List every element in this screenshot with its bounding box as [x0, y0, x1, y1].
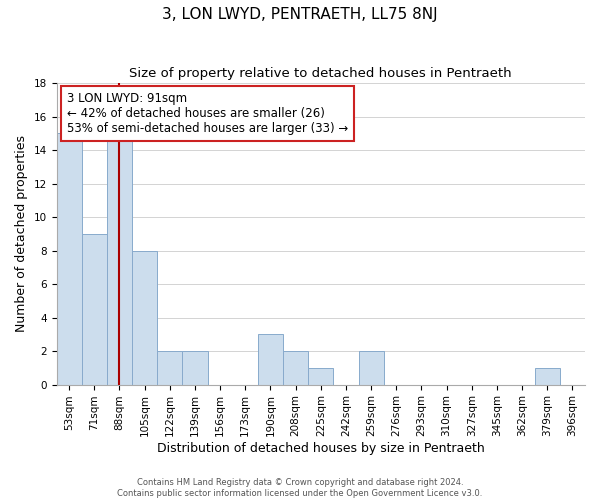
Bar — [359, 351, 383, 384]
Text: 3, LON LWYD, PENTRAETH, LL75 8NJ: 3, LON LWYD, PENTRAETH, LL75 8NJ — [162, 8, 438, 22]
Bar — [132, 250, 157, 384]
Y-axis label: Number of detached properties: Number of detached properties — [15, 136, 28, 332]
Bar — [535, 368, 560, 384]
Bar — [258, 334, 283, 384]
Bar — [107, 134, 132, 384]
Bar — [157, 351, 182, 384]
Title: Size of property relative to detached houses in Pentraeth: Size of property relative to detached ho… — [130, 68, 512, 80]
X-axis label: Distribution of detached houses by size in Pentraeth: Distribution of detached houses by size … — [157, 442, 485, 455]
Text: 3 LON LWYD: 91sqm
← 42% of detached houses are smaller (26)
53% of semi-detached: 3 LON LWYD: 91sqm ← 42% of detached hous… — [67, 92, 349, 135]
Bar — [283, 351, 308, 384]
Bar — [82, 234, 107, 384]
Text: Contains HM Land Registry data © Crown copyright and database right 2024.
Contai: Contains HM Land Registry data © Crown c… — [118, 478, 482, 498]
Bar — [308, 368, 334, 384]
Bar — [56, 134, 82, 384]
Bar — [182, 351, 208, 384]
